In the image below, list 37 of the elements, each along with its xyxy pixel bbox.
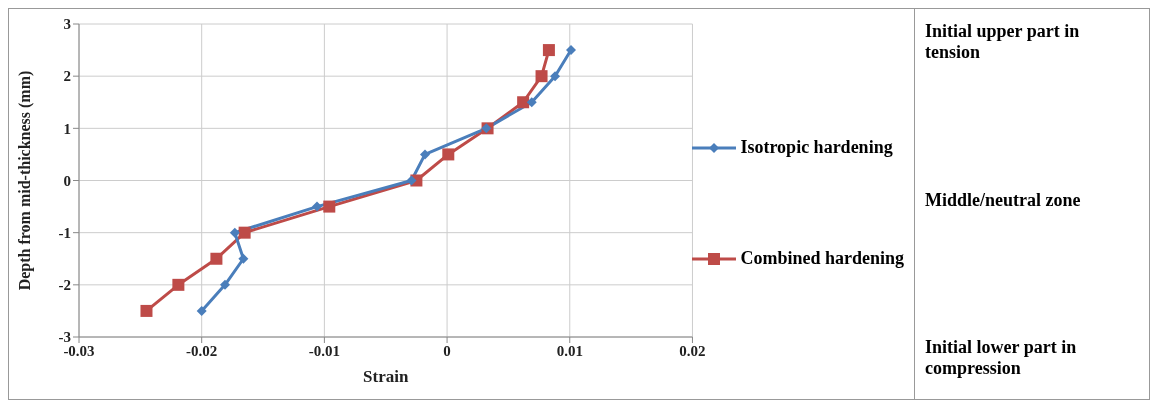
point (196, 305, 207, 316)
point (517, 96, 530, 109)
point (535, 70, 548, 83)
y-tick-label: -1 (58, 224, 71, 241)
point (442, 148, 455, 161)
text: Initial lower part in compression (925, 337, 1078, 379)
x-tick-label: 0.01 (556, 342, 583, 359)
point (238, 226, 251, 239)
x-axis-title: Strain (363, 367, 409, 386)
point (526, 97, 537, 108)
point (323, 200, 336, 213)
point (419, 149, 430, 160)
point (406, 175, 417, 186)
text: Middle/neutral zone (925, 189, 1082, 211)
point (565, 45, 576, 56)
point (229, 227, 240, 238)
x-tick-label: 0.02 (679, 342, 706, 359)
x-tick-label: -0.01 (308, 342, 341, 359)
point (550, 71, 561, 82)
point (220, 279, 230, 290)
text: Initial upper part in tension (925, 21, 1081, 63)
x-tick-label: -0.02 (186, 342, 218, 359)
point (312, 201, 323, 212)
y-tick-label: 2 (63, 68, 71, 85)
x-tick-label: 0 (443, 342, 451, 359)
point (238, 253, 249, 264)
legend-label: Combined hardening (740, 248, 904, 269)
legend-label: Isotropic hardening (740, 137, 893, 158)
point (172, 278, 185, 291)
y-axis-title: Depth from mid-thickness (mm) (15, 70, 34, 291)
point (210, 252, 223, 265)
y-tick-label: -2 (58, 277, 71, 294)
y-tick-label: 0 (63, 172, 71, 189)
y-tick-label: 3 (63, 16, 71, 33)
point (542, 44, 555, 57)
point (140, 304, 153, 317)
y-tick-label: 1 (63, 120, 71, 137)
